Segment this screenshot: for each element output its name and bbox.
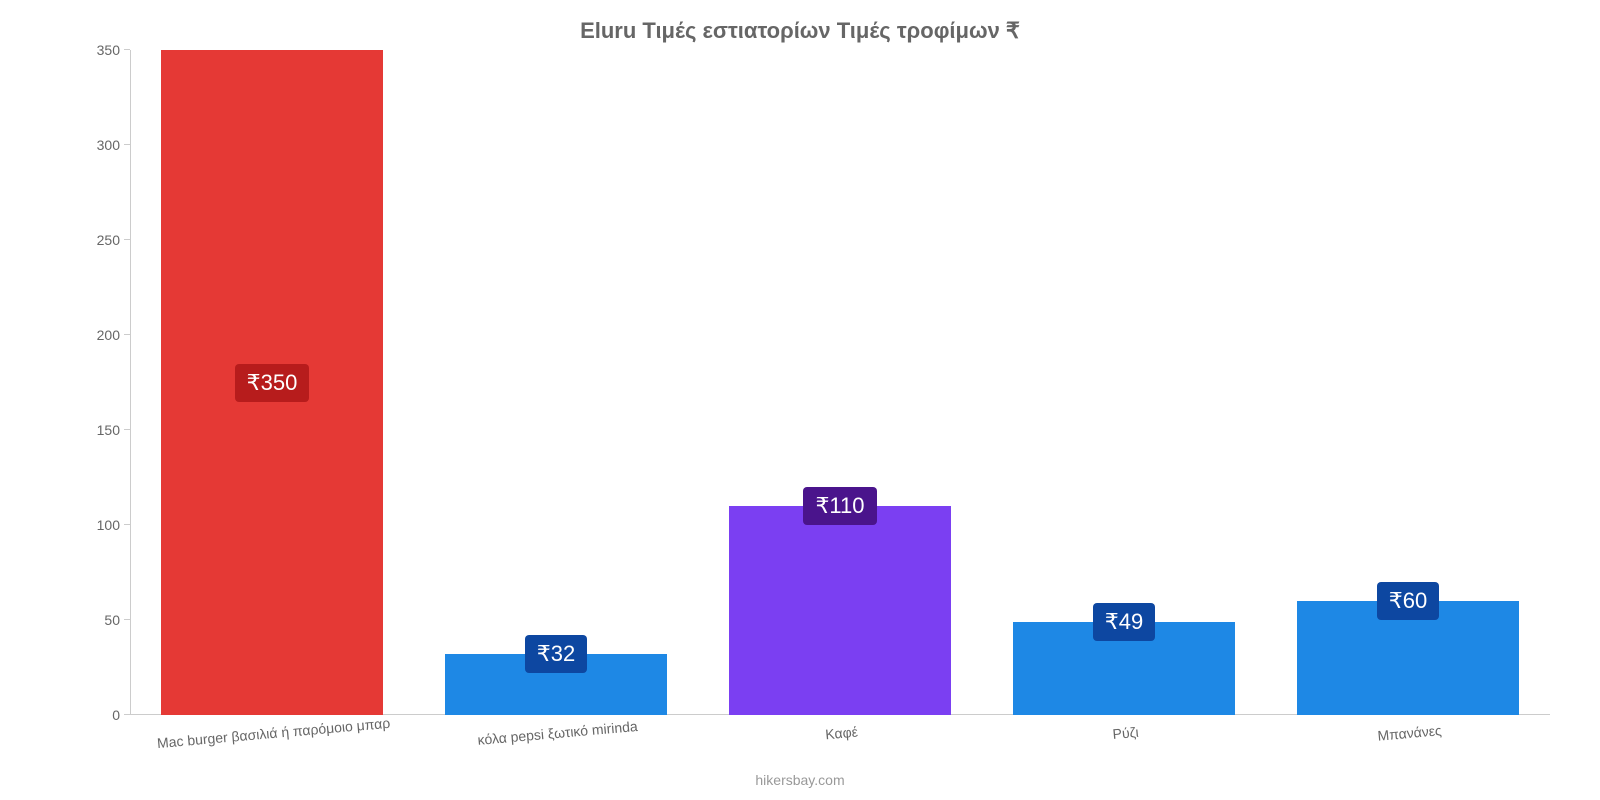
y-tick-label: 100 [97,517,130,533]
chart-container: Eluru Τιμές εστιατορίων Τιμές τροφίμων ₹… [0,0,1600,800]
bar: ₹60 [1297,601,1519,715]
bar-value-label: ₹350 [235,364,310,402]
credit-text: hikersbay.com [0,772,1600,788]
y-tick-label: 150 [97,422,130,438]
y-tick-label: 200 [97,327,130,343]
x-tick-label: Ρύζι [1111,714,1139,742]
chart-title: Eluru Τιμές εστιατορίων Τιμές τροφίμων ₹ [0,18,1600,44]
x-tick-label: Μπανάνες [1376,712,1442,744]
y-tick-label: 250 [97,232,130,248]
y-tick-label: 0 [112,707,130,723]
bar-slot: ₹350Mac burger βασιλιά ή παρόμοιο μπαρ [130,50,414,715]
y-tick-label: 350 [97,42,130,58]
bar: ₹49 [1013,622,1235,715]
bar: ₹350 [161,50,383,715]
bar-value-label: ₹32 [525,635,587,673]
bar-value-label: ₹49 [1093,603,1155,641]
bar-slot: ₹32κόλα pepsi ξωτικό mirinda [414,50,698,715]
plot-area: 050100150200250300350 ₹350Mac burger βασ… [130,50,1550,715]
bars-group: ₹350Mac burger βασιλιά ή παρόμοιο μπαρ₹3… [130,50,1550,715]
bar: ₹110 [729,506,951,715]
x-tick-label: Καφέ [824,714,859,743]
bar-value-label: ₹60 [1377,582,1439,620]
bar-slot: ₹110Καφέ [698,50,982,715]
y-tick-label: 50 [104,612,130,628]
y-tick-label: 300 [97,137,130,153]
bar-slot: ₹60Μπανάνες [1266,50,1550,715]
bar-value-label: ₹110 [803,487,876,525]
bar-slot: ₹49Ρύζι [982,50,1266,715]
bar: ₹32 [445,654,667,715]
